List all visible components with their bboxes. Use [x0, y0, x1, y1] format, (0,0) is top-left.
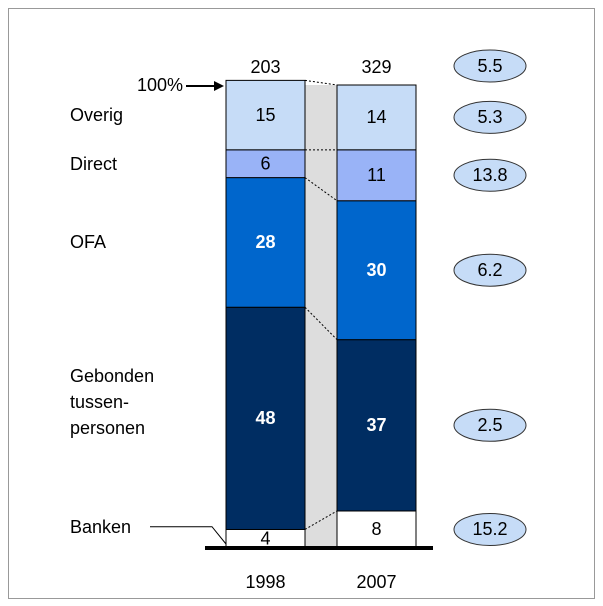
value-label: 6: [260, 153, 270, 173]
growth-label: 15.2: [472, 519, 507, 539]
series-label: OFA: [70, 232, 107, 253]
growth-bubble: [453, 512, 527, 546]
year-label: 1998: [245, 572, 285, 592]
growth-label: 5.3: [477, 107, 502, 127]
growth-bubble: [453, 49, 527, 83]
connector: [304, 79, 338, 86]
value-label: 8: [371, 519, 381, 539]
gap-band: [305, 85, 337, 548]
arrow-head: [214, 81, 224, 91]
connector: [304, 177, 338, 202]
total-label: 203: [250, 57, 280, 77]
series-label: Overig: [70, 105, 124, 126]
growth-label: 13.8: [472, 165, 507, 185]
value-label: 15: [255, 105, 275, 125]
top-label: 100%: [137, 75, 183, 95]
series-label: Banken: [70, 516, 132, 537]
series-label: Gebonden tussen-personen: [70, 366, 155, 439]
growth-bubble: [453, 100, 527, 134]
growth-bubble: [453, 158, 527, 192]
bar-segment: [336, 149, 417, 202]
value-label: 30: [366, 260, 386, 280]
bar-segment: [225, 306, 306, 530]
value-label: 37: [366, 415, 386, 435]
connector: [304, 306, 338, 341]
growth-label: 5.5: [477, 56, 502, 76]
bar-segment: [225, 79, 306, 151]
total-label: 329: [361, 57, 391, 77]
growth-label: 2.5: [477, 415, 502, 435]
bar-segment: [336, 339, 417, 512]
value-label: 4: [260, 528, 270, 548]
value-label: 28: [255, 232, 275, 252]
leader-line: [150, 526, 227, 545]
value-label: 14: [366, 107, 386, 127]
year-label: 2007: [356, 572, 396, 592]
value-label: 48: [255, 408, 275, 428]
bar-segment: [336, 84, 417, 151]
bar-segment: [225, 177, 306, 308]
series-label: Direct: [70, 153, 118, 174]
growth-label: 6.2: [477, 260, 502, 280]
growth-bubble: [453, 253, 527, 287]
bar-segment: [336, 200, 417, 341]
growth-bubble: [453, 408, 527, 442]
value-label: 11: [367, 165, 386, 185]
